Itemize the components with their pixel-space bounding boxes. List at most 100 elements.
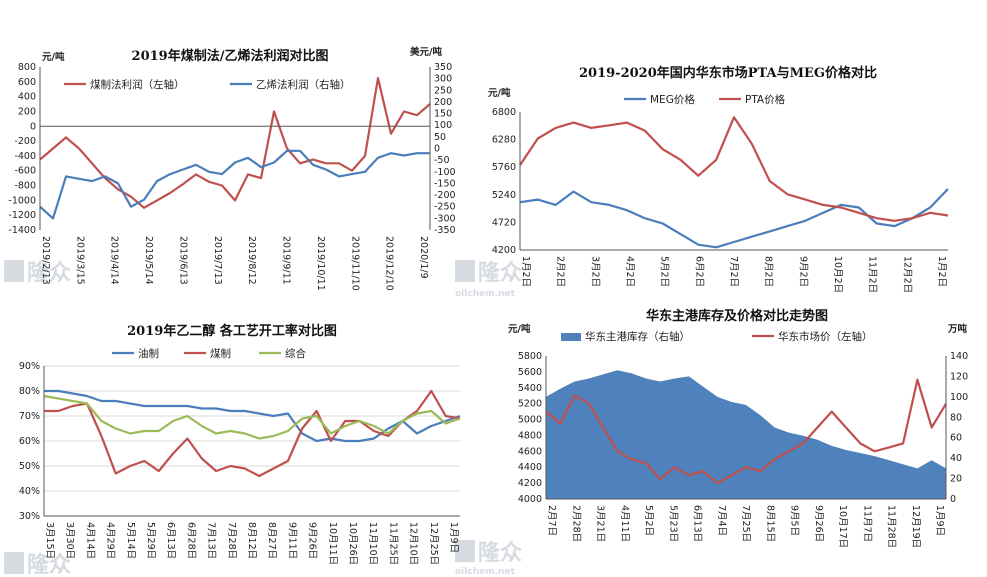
watermark-logo: 隆众 oilchem.net 隆众 oilchem.net 隆众 隆众 [4,260,522,577]
x-tick-label: 2019/9/11 [281,236,292,285]
legend-label: 华东市场价（左轴） [778,330,873,343]
watermark-logo-icon [455,540,475,562]
watermark-logo-icon [4,260,24,282]
x-tick-label: 3月30日 [64,522,75,559]
x-tick-label: 3月21日 [595,505,606,542]
y-right-tick-label: 20 [950,474,962,485]
operating-rate-chart: 2019年乙二醇 各工艺开工率对比图 油制 煤制 综合 90% 80% 70% 60% 50… [19,323,461,565]
x-tick-label: 11月7日 [861,505,872,542]
series-line [519,188,949,249]
y-right-tick-label: -100 [434,167,456,178]
y-tick-label: 5600 [518,367,542,378]
y-tick-label: -1200 [8,210,36,221]
y-right-tick-label: 350 [434,62,452,73]
x-tick-label: 2019/7/13 [212,236,223,285]
y-tick-label: 70% [19,411,40,422]
y-tick-label: 600 [18,77,36,88]
series-area [546,370,946,499]
y-axis-right-label: 万吨 [947,323,968,335]
x-tick-label: 9月5日 [789,505,800,536]
y-tick-label: -800 [14,181,36,192]
x-tick-label: 1月2日 [520,256,531,287]
y-tick-label: 5800 [518,351,542,362]
legend-label: 煤制法利润（左轴） [90,78,185,91]
legend-label: MEG价格 [650,93,695,106]
x-tick-label: 3月15日 [44,522,55,559]
y-tick-label: 4200 [518,478,542,489]
y-tick-label: 4600 [518,446,542,457]
x-tick-label: 4月2日 [624,256,635,287]
x-tick-label: 2019/8/12 [246,236,257,285]
y-tick-label: 90% [19,361,40,372]
y-axis-label: 元/吨 [488,87,511,99]
y-tick-label: 5200 [518,399,542,410]
x-tick-label: 4月29日 [105,522,116,559]
y-right-tick-label: 100 [950,392,968,403]
x-tick-label: 2月7日 [546,505,557,536]
watermark-logo-icon [4,552,24,574]
y-right-tick-label: 40 [950,453,962,464]
pta-meg-price-chart: 2019-2020年国内华东市场PTA与MEG价格对比 元/吨 MEG价格 PTA… [488,65,949,293]
x-tick-label: 5月23日 [667,505,678,542]
y-tick-label: 40% [19,486,40,497]
watermark-logo-text: 隆众 [27,553,71,577]
y-tick-label: 6800 [492,107,516,118]
y-tick-label: 5000 [518,415,542,426]
y-tick-label: 400 [18,92,36,103]
y-right-tick-label: 50 [434,132,446,143]
x-tick-label: 6月13日 [165,522,176,559]
y-right-tick-label: -250 [434,202,456,213]
y-right-tick-label: 150 [434,109,452,120]
x-tick-label: 4月11日 [619,505,630,542]
x-tick-label: 5月2日 [659,256,670,287]
y-right-tick-label: 0 [950,494,956,505]
chart-title: 2019-2020年国内华东市场PTA与MEG价格对比 [579,65,877,81]
profit-comparison-chart: 2019年煤制法/乙烯法利润对比图 元/吨 美元/吨 煤制法利润（左轴） 乙烯法利… [8,46,455,291]
x-tick-label: 10月17日 [837,505,848,548]
x-tick-label: 5月29日 [145,522,156,559]
x-tick-label: 2019/4/14 [109,236,120,285]
legend: 油制 煤制 综合 [112,347,306,360]
watermark-logo-icon [455,260,475,282]
x-tick-label: 11月28日 [886,505,897,548]
x-tick-label: 2月2日 [555,256,566,287]
y-tick-label: 6280 [492,135,516,146]
x-tick-label: 10月26日 [347,522,358,565]
series-line [43,394,461,440]
y-tick-label: -1400 [8,225,36,236]
legend: 华东主港库存（右轴） 华东市场价（左轴） [561,330,873,343]
x-tick-label: 12月10日 [408,522,419,565]
x-tick-label: 12月19日 [910,505,921,548]
y-tick-label: -400 [14,151,36,162]
y-tick-label: 0 [30,121,36,132]
y-axis-left-label: 元/吨 [42,51,65,63]
legend: MEG价格 PTA价格 [624,93,786,106]
y-right-tick-label: 200 [434,97,452,108]
x-tick-label: 10月11日 [327,522,338,565]
y-right-tick-label: -200 [434,190,456,201]
legend-label: 综合 [285,347,306,360]
x-tick-label: 2019/12/10 [384,236,395,291]
x-tick-label: 9月11日 [286,522,297,559]
y-tick-label: -200 [14,136,36,147]
series-line [44,389,461,478]
legend-label: 煤制 [210,347,231,360]
y-right-tick-label: 120 [950,371,968,382]
chart-title: 2019年乙二醇 各工艺开工率对比图 [127,323,337,339]
y-tick-label: 80% [19,386,40,397]
x-tick-label: 1月2日 [936,256,947,287]
x-tick-label: 9月26日 [307,522,318,559]
x-tick-label: 10月2日 [832,256,843,293]
y-right-tick-label: 250 [434,85,452,96]
watermark-site-text: oilchem.net [455,567,516,577]
x-tick-label: 3月2日 [589,256,600,287]
legend-label: PTA价格 [745,93,786,106]
legend: 煤制法利润（左轴） 乙烯法利润（右轴） [64,78,351,91]
x-tick-label: 1月9日 [934,505,945,536]
legend-label: 油制 [138,347,159,360]
y-tick-label: -600 [14,166,36,177]
y-right-tick-label: 140 [950,351,968,362]
chart-title: 华东主港库存及价格对比走势图 [646,308,828,324]
x-tick-label: 12月25日 [428,522,439,565]
